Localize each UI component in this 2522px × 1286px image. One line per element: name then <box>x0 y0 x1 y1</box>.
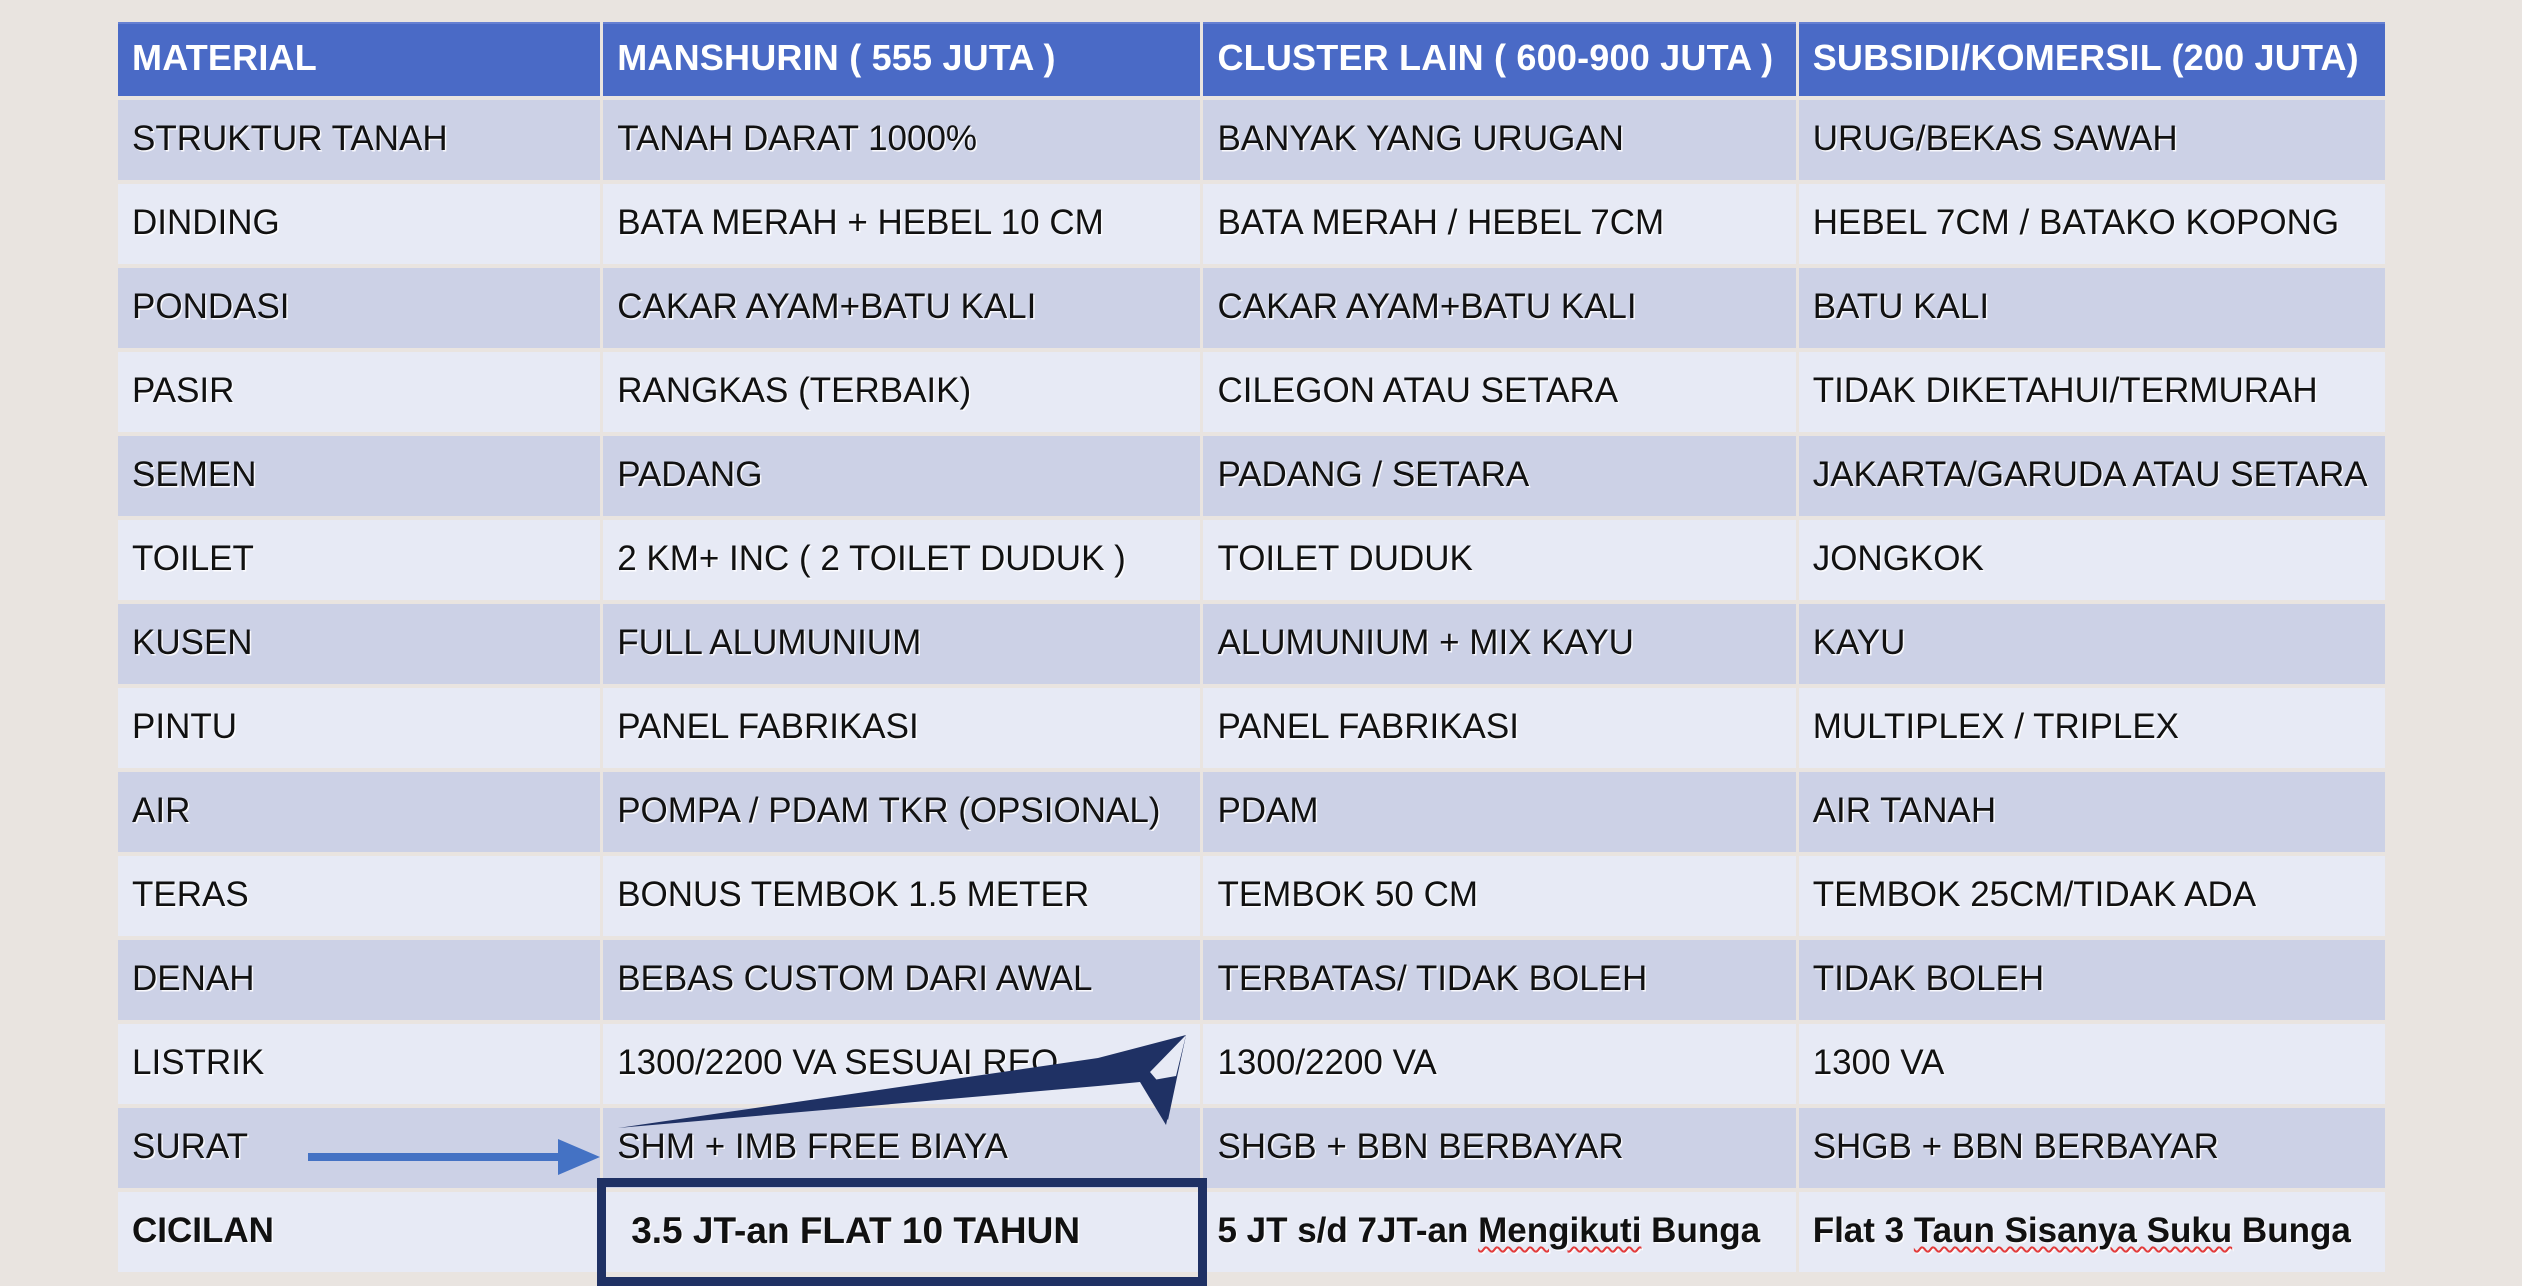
cell-cluster: 1300/2200 VA <box>1203 1024 1796 1104</box>
cell-subsidi: MULTIPLEX / TRIPLEX <box>1798 688 2385 768</box>
table-header-row: MATERIAL MANSHURIN ( 555 JUTA ) CLUSTER … <box>118 22 2385 96</box>
cell-material: KUSEN <box>118 604 601 684</box>
cell-material: LISTRIK <box>118 1024 601 1104</box>
table-row: AIR POMPA / PDAM TKR (OPSIONAL) PDAM AIR… <box>118 772 2385 852</box>
cell-manshurin: RANGKAS (TERBAIK) <box>603 352 1201 432</box>
subsidi-cicilan-misspelled: Taun Sisanya Suku <box>1913 1211 2233 1250</box>
cell-manshurin: 1300/2200 VA SESUAI REQ <box>603 1024 1201 1104</box>
cell-subsidi: 1300 VA <box>1798 1024 2385 1104</box>
cell-cluster-cicilan: 5 JT s/d 7JT-an Mengikuti Bunga <box>1203 1192 1796 1272</box>
cell-cluster: PANEL FABRIKASI <box>1203 688 1796 768</box>
cluster-cicilan-plain: 5 JT s/d 7JT-an <box>1217 1211 1479 1250</box>
table-row: STRUKTUR TANAH TANAH DARAT 1000% BANYAK … <box>118 100 2385 180</box>
cell-cluster: BANYAK YANG URUGAN <box>1203 100 1796 180</box>
cell-manshurin: TANAH DARAT 1000% <box>603 100 1201 180</box>
subsidi-cicilan-tail: Bunga <box>2232 1211 2351 1250</box>
column-header-subsidi: SUBSIDI/KOMERSIL (200 JUTA) <box>1798 22 2385 96</box>
cell-material: TOILET <box>118 520 601 600</box>
cell-material: DINDING <box>118 184 601 264</box>
table-row: DINDING BATA MERAH + HEBEL 10 CM BATA ME… <box>118 184 2385 264</box>
cell-cluster: PDAM <box>1203 772 1796 852</box>
table-row: TERAS BONUS TEMBOK 1.5 METER TEMBOK 50 C… <box>118 856 2385 936</box>
column-header-material: MATERIAL <box>118 22 601 96</box>
cell-subsidi: JAKARTA/GARUDA ATAU SETARA <box>1798 436 2385 516</box>
cell-subsidi: HEBEL 7CM / BATAKO KOPONG <box>1798 184 2385 264</box>
cell-cluster: CILEGON ATAU SETARA <box>1203 352 1796 432</box>
cell-subsidi: KAYU <box>1798 604 2385 684</box>
cell-manshurin-cicilan-boxed: 3.5 JT-an FLAT 10 TAHUN <box>597 1178 1208 1286</box>
cell-material: DENAH <box>118 940 601 1020</box>
cell-cluster: ALUMUNIUM + MIX KAYU <box>1203 604 1796 684</box>
table-row: SEMEN PADANG PADANG / SETARA JAKARTA/GAR… <box>118 436 2385 516</box>
table-row: KUSEN FULL ALUMUNIUM ALUMUNIUM + MIX KAY… <box>118 604 2385 684</box>
cell-subsidi: AIR TANAH <box>1798 772 2385 852</box>
cell-manshurin: PANEL FABRIKASI <box>603 688 1201 768</box>
cell-material: PINTU <box>118 688 601 768</box>
cell-material: AIR <box>118 772 601 852</box>
table-row: PINTU PANEL FABRIKASI PANEL FABRIKASI MU… <box>118 688 2385 768</box>
cell-material: SEMEN <box>118 436 601 516</box>
cell-manshurin: SHM + IMB FREE BIAYA <box>603 1108 1201 1188</box>
table-row: TOILET 2 KM+ INC ( 2 TOILET DUDUK ) TOIL… <box>118 520 2385 600</box>
subsidi-cicilan-plain: Flat 3 <box>1812 1211 1914 1250</box>
cell-manshurin: PADANG <box>603 436 1201 516</box>
table-row: SURAT SHM + IMB FREE BIAYA SHGB + BBN BE… <box>118 1108 2385 1188</box>
cell-cluster: PADANG / SETARA <box>1203 436 1796 516</box>
table-row: LISTRIK 1300/2200 VA SESUAI REQ 1300/220… <box>118 1024 2385 1104</box>
cell-cluster: BATA MERAH / HEBEL 7CM <box>1203 184 1796 264</box>
table-row: PASIR RANGKAS (TERBAIK) CILEGON ATAU SET… <box>118 352 2385 432</box>
cell-manshurin: POMPA / PDAM TKR (OPSIONAL) <box>603 772 1201 852</box>
cell-material: PASIR <box>118 352 601 432</box>
material-comparison-table: MATERIAL MANSHURIN ( 555 JUTA ) CLUSTER … <box>115 18 2388 1286</box>
cell-subsidi-cicilan: Flat 3 Taun Sisanya Suku Bunga <box>1798 1192 2385 1272</box>
cell-cluster: CAKAR AYAM+BATU KALI <box>1203 268 1796 348</box>
cell-material: STRUKTUR TANAH <box>118 100 601 180</box>
cell-manshurin: CAKAR AYAM+BATU KALI <box>603 268 1201 348</box>
cell-cluster: TEMBOK 50 CM <box>1203 856 1796 936</box>
cell-cluster: TERBATAS/ TIDAK BOLEH <box>1203 940 1796 1020</box>
cell-material: SURAT <box>118 1108 601 1188</box>
cell-manshurin: 2 KM+ INC ( 2 TOILET DUDUK ) <box>603 520 1201 600</box>
cell-subsidi: SHGB + BBN BERBAYAR <box>1798 1108 2385 1188</box>
cluster-cicilan-misspelled: Mengikuti <box>1478 1211 1642 1250</box>
cell-material-cicilan: CICILAN <box>118 1192 601 1272</box>
table-row: DENAH BEBAS CUSTOM DARI AWAL TERBATAS/ T… <box>118 940 2385 1020</box>
slide-canvas: MATERIAL MANSHURIN ( 555 JUTA ) CLUSTER … <box>118 22 2385 1286</box>
column-header-manshurin: MANSHURIN ( 555 JUTA ) <box>603 22 1201 96</box>
cell-subsidi: TIDAK BOLEH <box>1798 940 2385 1020</box>
cell-material: PONDASI <box>118 268 601 348</box>
cell-material: TERAS <box>118 856 601 936</box>
cell-subsidi: JONGKOK <box>1798 520 2385 600</box>
cell-subsidi: BATU KALI <box>1798 268 2385 348</box>
cell-manshurin: BATA MERAH + HEBEL 10 CM <box>603 184 1201 264</box>
table-row: PONDASI CAKAR AYAM+BATU KALI CAKAR AYAM+… <box>118 268 2385 348</box>
cell-subsidi: URUG/BEKAS SAWAH <box>1798 100 2385 180</box>
table-row-cicilan: CICILAN 3.5 JT-an FLAT 10 TAHUN 5 JT s/d… <box>118 1178 2385 1286</box>
cell-manshurin: BONUS TEMBOK 1.5 METER <box>603 856 1201 936</box>
cell-cluster: TOILET DUDUK <box>1203 520 1796 600</box>
cluster-cicilan-tail: Bunga <box>1641 1211 1761 1250</box>
cell-cluster: SHGB + BBN BERBAYAR <box>1203 1108 1796 1188</box>
cell-manshurin: FULL ALUMUNIUM <box>603 604 1201 684</box>
cell-subsidi: TIDAK DIKETAHUI/TERMURAH <box>1798 352 2385 432</box>
cell-manshurin: BEBAS CUSTOM DARI AWAL <box>603 940 1201 1020</box>
cell-manshurin-cicilan-text: 3.5 JT-an FLAT 10 TAHUN <box>631 1210 1081 1251</box>
column-header-cluster: CLUSTER LAIN ( 600-900 JUTA ) <box>1203 22 1796 96</box>
cell-subsidi: TEMBOK 25CM/TIDAK ADA <box>1798 856 2385 936</box>
